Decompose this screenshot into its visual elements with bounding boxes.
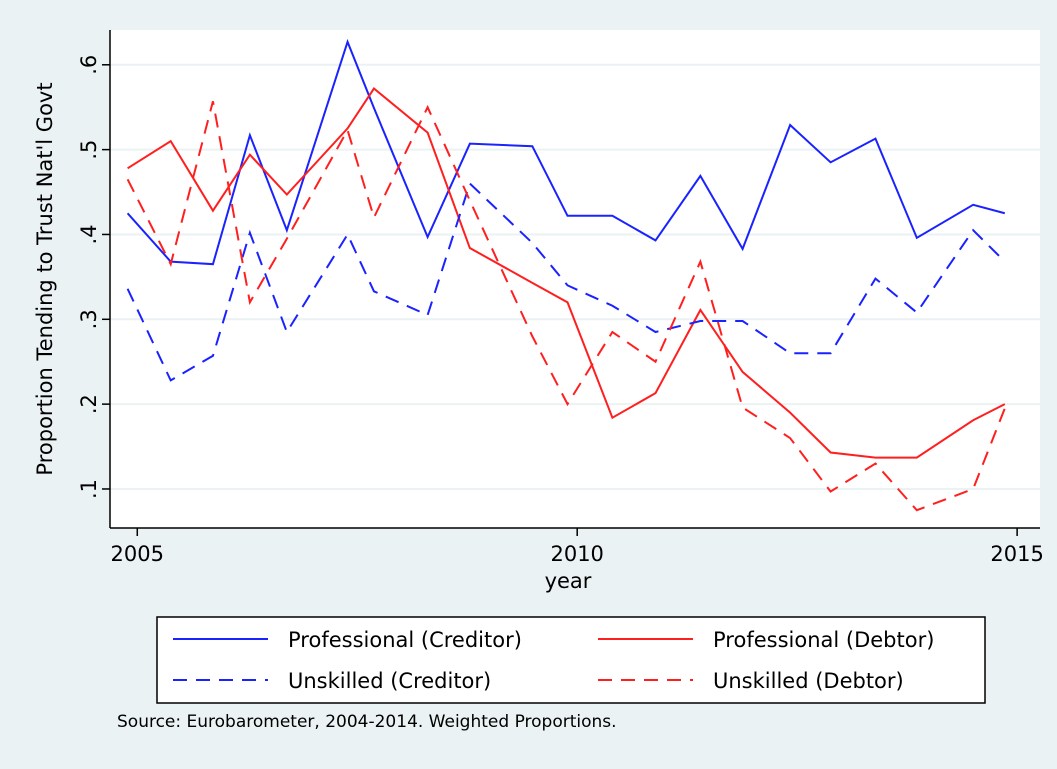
- source-note: Source: Eurobarometer, 2004-2014. Weight…: [117, 712, 617, 732]
- legend-label: Unskilled (Debtor): [713, 669, 904, 693]
- x-axis-label: year: [545, 569, 592, 593]
- legend-label: Professional (Debtor): [713, 628, 934, 652]
- legend-label: Professional (Creditor): [288, 628, 522, 652]
- x-tick-label: 2005: [111, 542, 164, 566]
- legend-label: Unskilled (Creditor): [288, 669, 491, 693]
- y-tick-label: .3: [77, 309, 101, 329]
- x-tick-label: 2010: [550, 542, 603, 566]
- legend-box: [156, 616, 986, 704]
- y-tick-label: .2: [77, 394, 101, 414]
- y-tick-label: .1: [77, 479, 101, 499]
- y-tick-label: .4: [77, 224, 101, 244]
- y-axis-label: Proportion Tending to Trust Nat'l Govt: [33, 82, 57, 475]
- series-line: [126, 181, 1006, 382]
- y-tick-label: .5: [77, 140, 101, 160]
- series-line: [127, 87, 1006, 459]
- x-tick-label: 2015: [990, 542, 1043, 566]
- plot-area: [110, 30, 1040, 528]
- y-tick-label: .6: [77, 55, 101, 75]
- series-line: [126, 101, 1006, 512]
